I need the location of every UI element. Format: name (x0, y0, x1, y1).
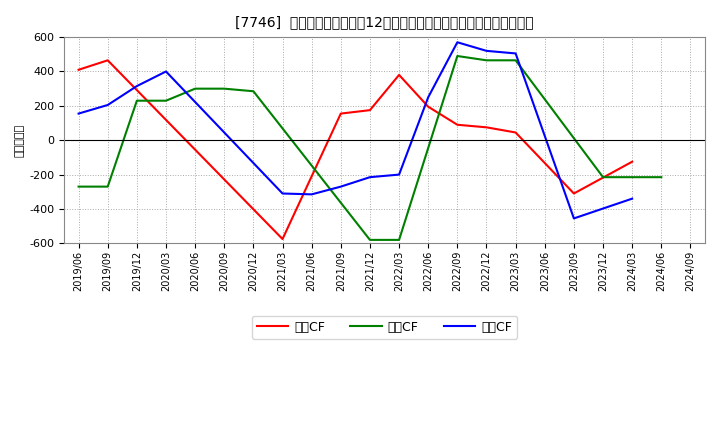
フリCF (104, 103, 112, 108)
投賄CF (482, 58, 491, 63)
投賄CF (191, 86, 199, 92)
フリCF (278, 191, 287, 196)
営業CF (74, 67, 83, 73)
フリCF (628, 196, 636, 201)
営業CF (482, 125, 491, 130)
投賄CF (628, 175, 636, 180)
投賄CF (395, 237, 403, 242)
フリCF (366, 175, 374, 180)
Line: フリCF: フリCF (78, 42, 632, 218)
Legend: 営業CF, 投賄CF, フリCF: 営業CF, 投賄CF, フリCF (252, 315, 517, 338)
フリCF (424, 95, 433, 100)
投賄CF (249, 88, 258, 94)
営業CF (366, 107, 374, 113)
フリCF (132, 84, 141, 89)
投賄CF (132, 98, 141, 103)
Y-axis label: （百万円）: （百万円） (15, 124, 25, 157)
フリCF (395, 172, 403, 177)
フリCF (453, 40, 462, 45)
投賄CF (366, 237, 374, 242)
投賄CF (162, 98, 171, 103)
投賄CF (220, 86, 228, 92)
営業CF (570, 191, 578, 196)
フリCF (511, 51, 520, 56)
営業CF (511, 130, 520, 135)
営業CF (453, 122, 462, 128)
フリCF (74, 111, 83, 116)
Title: [7746]  キャッシュフローの12か月移動合計の対前年同期増減額の推移: [7746] キャッシュフローの12か月移動合計の対前年同期増減額の推移 (235, 15, 534, 29)
投賄CF (453, 53, 462, 59)
投賄CF (599, 175, 608, 180)
投賄CF (104, 184, 112, 189)
営業CF (395, 72, 403, 77)
営業CF (278, 236, 287, 242)
フリCF (162, 69, 171, 74)
投賄CF (511, 58, 520, 63)
営業CF (424, 104, 433, 110)
営業CF (104, 58, 112, 63)
営業CF (628, 159, 636, 165)
フリCF (570, 216, 578, 221)
Line: 営業CF: 営業CF (78, 60, 632, 239)
Line: 投賄CF: 投賄CF (78, 56, 661, 240)
フリCF (336, 184, 345, 189)
投賄CF (74, 184, 83, 189)
フリCF (482, 48, 491, 54)
フリCF (307, 192, 316, 197)
投賄CF (657, 175, 665, 180)
営業CF (336, 111, 345, 116)
